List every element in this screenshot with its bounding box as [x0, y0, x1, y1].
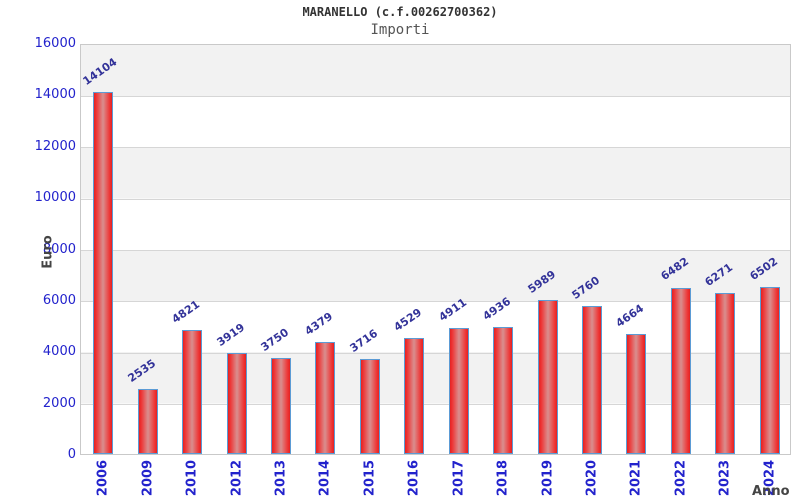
- x-tick-label-2016: 2016: [406, 459, 422, 497]
- bar-value-label-2023: 6271: [702, 260, 736, 289]
- bar-2016: [404, 337, 425, 454]
- x-tick-label-2022: 2022: [673, 459, 689, 497]
- bar-2020: [582, 306, 603, 454]
- y-tick-label-4000: 4000: [42, 344, 76, 360]
- x-tick-label-2014: 2014: [317, 459, 333, 497]
- gridline-14000: [81, 95, 790, 97]
- x-tick-label-2018: 2018: [495, 459, 511, 497]
- bar-value-label-2020: 5760: [569, 273, 603, 303]
- bar-2006: [93, 91, 114, 454]
- y-tick-label-2000: 2000: [42, 395, 76, 411]
- gridline-12000: [81, 147, 790, 149]
- y-tick-label-8000: 8000: [42, 241, 76, 257]
- bar-value-label-2016: 4529: [391, 305, 425, 334]
- x-tick-label-2023: 2023: [717, 459, 733, 497]
- chart-title: MARANELLO (c.f.00262700362): [302, 5, 498, 19]
- gridline-6000: [81, 301, 790, 303]
- x-tick-label-2010: 2010: [184, 459, 200, 497]
- chart-subtitle: Importi: [370, 22, 430, 38]
- bar-2013: [270, 357, 291, 454]
- y-tick-label-0: 0: [67, 447, 76, 462]
- bar-value-label-2024: 6502: [747, 254, 780, 283]
- gridline-8000: [81, 250, 790, 251]
- bar-value-label-2012: 3919: [214, 321, 247, 350]
- bar-2010: [182, 330, 203, 454]
- x-tick-label-2012: 2012: [229, 459, 245, 497]
- bar-2018: [493, 327, 514, 454]
- gridline-10000: [81, 198, 790, 200]
- bar-value-label-2013: 3750: [258, 325, 292, 354]
- gridline-2000: [81, 404, 790, 406]
- x-tick-label-2013: 2013: [273, 459, 289, 497]
- y-tick-label-12000: 12000: [34, 138, 76, 154]
- bar-value-label-2022: 6482: [658, 255, 691, 284]
- bar-value-label-2019: 5989: [525, 267, 558, 297]
- bar-value-label-2015: 3716: [347, 326, 380, 355]
- bar-2015: [359, 358, 380, 454]
- x-tick-label-2015: 2015: [362, 459, 378, 497]
- x-tick-label-2021: 2021: [628, 459, 644, 497]
- y-axis-title: Euro: [40, 235, 56, 269]
- y-tick-label-6000: 6000: [42, 292, 76, 308]
- x-tick-label-2019: 2019: [540, 459, 556, 497]
- bar-value-label-2009: 2535: [125, 356, 158, 385]
- bar-value-label-2018: 4936: [480, 294, 514, 324]
- bar-2014: [315, 341, 336, 454]
- bar-2023: [715, 292, 736, 454]
- y-tick-label-14000: 14000: [34, 87, 76, 103]
- bar-2017: [448, 327, 469, 454]
- bar-2024: [759, 286, 780, 454]
- y-axis-ticks: 0 2000 4000 6000 8000 10000 12000 14000 16000: [0, 0, 76, 500]
- x-tick-label-2006: 2006: [95, 459, 111, 497]
- bar-value-label-2006: 14104: [80, 55, 120, 88]
- x-tick-label-2020: 2020: [584, 459, 600, 497]
- y-tick-label-10000: 10000: [34, 190, 76, 206]
- bar-2012: [226, 353, 247, 454]
- bar-2019: [537, 300, 558, 454]
- x-axis-title: Anno: [752, 484, 790, 499]
- gridline-4000: [81, 352, 790, 354]
- bar-value-label-2021: 4664: [614, 301, 647, 331]
- y-tick-label-16000: 16000: [34, 36, 76, 51]
- plot-area: 14104 2535 4821 3919 3750 4379 3716 4529 4911 493…: [80, 44, 791, 455]
- bar-2022: [670, 287, 691, 454]
- x-tick-label-2017: 2017: [451, 459, 467, 497]
- bar-value-label-2014: 4379: [302, 309, 336, 338]
- bar-value-label-2017: 4911: [436, 295, 469, 324]
- bar-2009: [137, 388, 158, 454]
- bar-2021: [626, 334, 647, 454]
- x-tick-label-2009: 2009: [140, 459, 156, 497]
